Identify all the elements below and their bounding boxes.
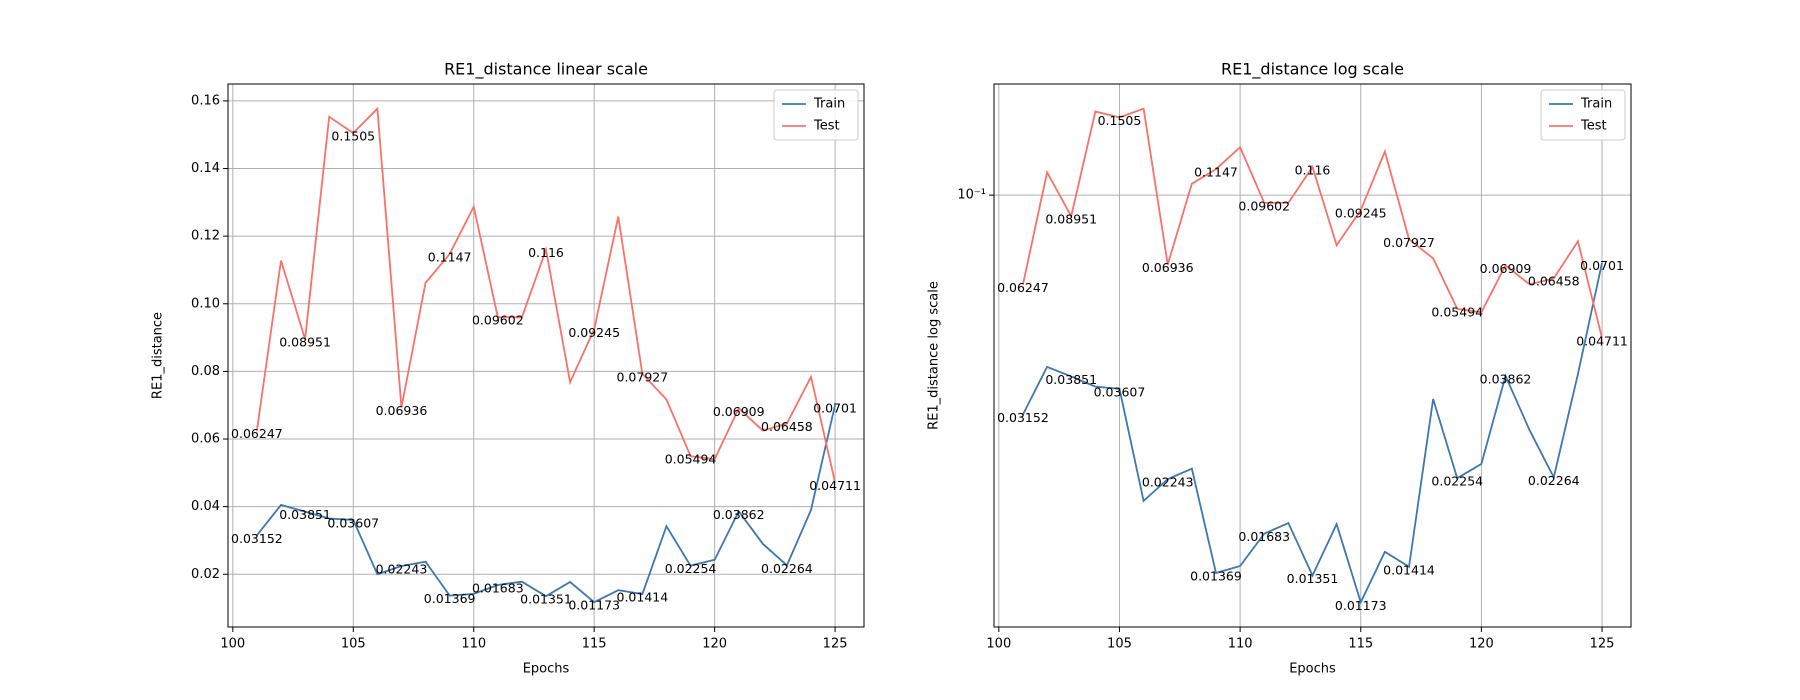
y-axis-label: RE1_distance log scale xyxy=(927,281,942,430)
x-tick-label: 115 xyxy=(582,637,607,652)
data-label: 0.01414 xyxy=(1383,562,1435,577)
data-label: 0.116 xyxy=(1295,162,1331,177)
data-label: 0.1505 xyxy=(331,129,375,144)
data-label: 0.09245 xyxy=(568,325,620,340)
data-label: 0.09602 xyxy=(472,313,524,328)
data-label: 0.05494 xyxy=(1431,304,1483,319)
y-tick-label: 0.04 xyxy=(191,499,220,514)
data-label: 0.1147 xyxy=(428,250,472,265)
x-tick-label: 110 xyxy=(461,637,486,652)
y-tick-label: 0.16 xyxy=(191,93,220,108)
legend-label: Test xyxy=(1580,119,1607,134)
data-label: 0.03152 xyxy=(231,531,283,546)
data-label: 0.04711 xyxy=(1576,334,1628,349)
data-label: 0.07927 xyxy=(617,369,669,384)
data-label: 0.05494 xyxy=(665,452,717,467)
data-label: 0.08951 xyxy=(279,335,331,350)
data-label: 0.03851 xyxy=(279,507,331,522)
data-label: 0.08951 xyxy=(1045,212,1097,227)
plot-frame xyxy=(227,83,865,628)
data-label: 0.02254 xyxy=(665,561,717,576)
data-label: 0.116 xyxy=(528,245,564,260)
data-label: 0.03607 xyxy=(327,515,379,530)
y-tick-label: 0.12 xyxy=(191,229,220,244)
y-tick-label: 0.08 xyxy=(191,364,220,379)
legend-label: Train xyxy=(813,97,845,112)
data-label: 0.02264 xyxy=(761,561,813,576)
series-line xyxy=(256,404,836,604)
data-label: 0.06936 xyxy=(376,403,428,418)
data-label: 0.0701 xyxy=(1580,258,1624,273)
data-label: 0.03851 xyxy=(1045,372,1097,387)
data-label: 0.07927 xyxy=(1383,235,1435,250)
x-axis-label: Epochs xyxy=(1289,662,1336,677)
data-label: 0.0701 xyxy=(813,400,857,415)
y-tick-label: 0.02 xyxy=(191,567,220,582)
series-line xyxy=(1022,262,1603,605)
data-label: 0.02243 xyxy=(376,562,428,577)
data-label: 0.06247 xyxy=(997,280,1049,295)
data-label: 0.02264 xyxy=(1528,473,1580,488)
y-axis-label: RE1_distance xyxy=(151,312,166,399)
x-tick-label: 120 xyxy=(1469,637,1494,652)
data-label: 0.01414 xyxy=(617,590,669,605)
y-tick-label: 0.06 xyxy=(191,432,220,447)
x-tick-label: 125 xyxy=(823,637,848,652)
data-label: 0.06909 xyxy=(713,404,765,419)
data-label: 0.09245 xyxy=(1335,206,1387,221)
x-tick-label: 100 xyxy=(986,637,1011,652)
legend-box xyxy=(1540,89,1626,141)
y-tick-label: 0.14 xyxy=(191,161,220,176)
data-label: 0.01173 xyxy=(568,598,620,613)
x-axis-label: Epochs xyxy=(523,662,570,677)
data-label: 0.1505 xyxy=(1098,113,1142,128)
legend-label: Test xyxy=(813,119,840,134)
data-label: 0.06458 xyxy=(761,419,813,434)
data-label: 0.01369 xyxy=(1190,568,1242,583)
chart-title: RE1_distance linear scale xyxy=(444,60,648,80)
data-label: 0.03152 xyxy=(997,410,1049,425)
x-tick-label: 115 xyxy=(1348,637,1373,652)
data-label: 0.01683 xyxy=(472,580,524,595)
plot-frame xyxy=(993,83,1632,628)
data-label: 0.06458 xyxy=(1528,274,1580,289)
data-label: 0.02243 xyxy=(1142,475,1194,490)
legend-box xyxy=(773,89,859,141)
data-label: 0.01351 xyxy=(520,592,572,607)
y-tick-label: 0.10 xyxy=(191,296,220,311)
x-tick-label: 110 xyxy=(1228,637,1253,652)
data-label: 0.01351 xyxy=(1287,571,1339,586)
x-tick-label: 125 xyxy=(1590,637,1615,652)
x-tick-label: 105 xyxy=(341,637,366,652)
legend-label: Train xyxy=(1580,97,1612,112)
y-tick-label: 10⁻¹ xyxy=(957,188,986,203)
x-tick-label: 100 xyxy=(220,637,245,652)
data-label: 0.02254 xyxy=(1431,474,1483,489)
data-label: 0.03862 xyxy=(713,507,765,522)
data-label: 0.01173 xyxy=(1335,598,1387,613)
series-line xyxy=(1022,107,1603,339)
data-label: 0.03862 xyxy=(1480,371,1532,386)
chart-title: RE1_distance log scale xyxy=(1221,60,1404,80)
data-label: 0.06247 xyxy=(231,426,283,441)
data-label: 0.1147 xyxy=(1194,165,1238,180)
data-label: 0.09602 xyxy=(1238,198,1290,213)
data-label: 0.06909 xyxy=(1480,261,1532,276)
data-label: 0.01369 xyxy=(424,591,476,606)
x-tick-label: 120 xyxy=(702,637,727,652)
data-label: 0.03607 xyxy=(1094,384,1146,399)
data-label: 0.01683 xyxy=(1238,529,1290,544)
series-line xyxy=(256,106,836,483)
data-label: 0.04711 xyxy=(809,478,861,493)
x-tick-label: 105 xyxy=(1107,637,1132,652)
data-label: 0.06936 xyxy=(1142,260,1194,275)
